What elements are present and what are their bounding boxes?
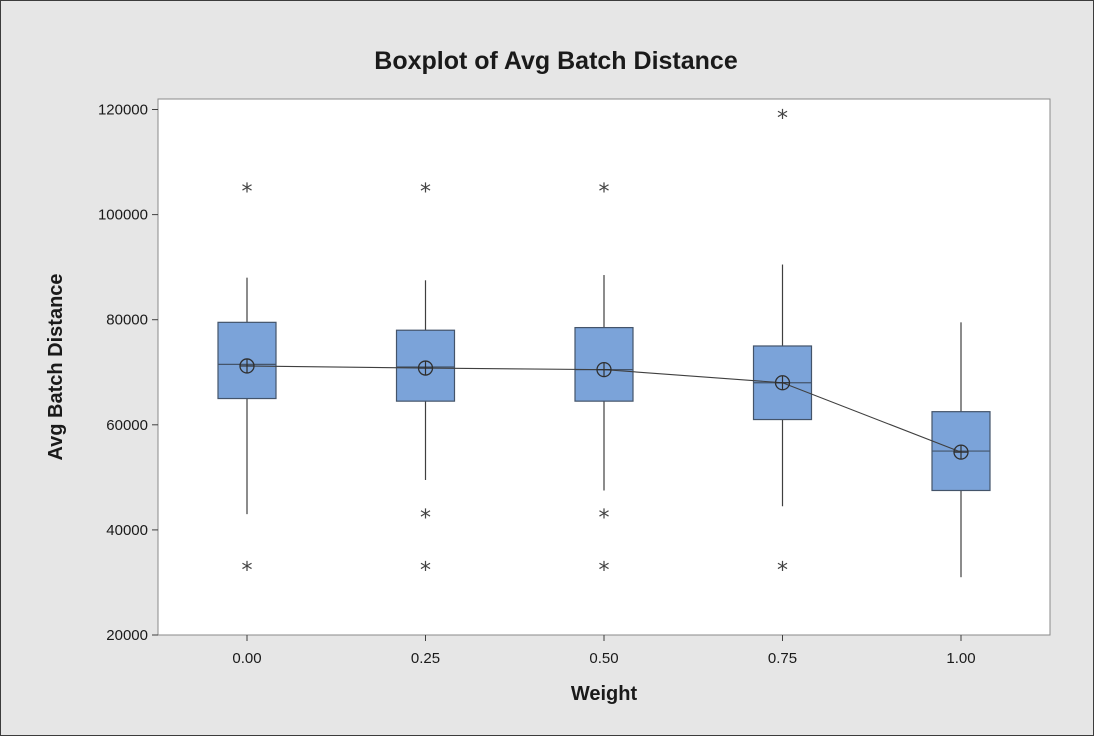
x-tick-label: 0.75 (768, 650, 797, 667)
mean-symbol (596, 361, 612, 378)
outlier-marker: * (242, 558, 253, 583)
box-group: * * * (574, 180, 634, 583)
outlier-marker: * (599, 506, 610, 531)
mean-symbol (239, 358, 255, 374)
outlier-marker: * (599, 180, 610, 205)
x-tick-label: 0.25 (411, 650, 440, 667)
outlier-marker: * (420, 558, 431, 583)
boxes: * * * * * * * * * * (217, 106, 991, 583)
x-axis-title: Weight (571, 683, 638, 705)
y-tick-label: 60000 (106, 417, 148, 434)
mean-symbol (774, 375, 791, 391)
y-tick-label: 100000 (98, 207, 148, 224)
x-axis: 0.00 0.25 0.50 0.75 1.00 (232, 635, 976, 667)
outlier-marker: * (420, 506, 431, 531)
mean-symbol (953, 444, 969, 460)
outlier-marker: * (777, 558, 788, 583)
x-tick-label: 0.50 (589, 650, 618, 667)
x-tick-label: 1.00 (946, 650, 975, 667)
y-tick-label: 20000 (106, 627, 148, 644)
chart-title: Boxplot of Avg Batch Distance (374, 47, 738, 75)
outlier-marker: * (420, 180, 431, 205)
y-axis: 20000 40000 60000 80000 100000 120000 (98, 102, 158, 644)
x-tick-label: 0.00 (232, 650, 261, 667)
y-tick-label: 120000 (98, 102, 148, 119)
mean-line-group (239, 358, 969, 460)
outlier-marker: * (599, 558, 610, 583)
outlier-marker: * (777, 106, 788, 131)
y-axis-title: Avg Batch Distance (45, 273, 67, 460)
outlier-marker: * (242, 180, 253, 205)
y-tick-label: 80000 (106, 312, 148, 329)
y-tick-label: 40000 (106, 522, 148, 539)
mean-symbol (417, 360, 434, 376)
